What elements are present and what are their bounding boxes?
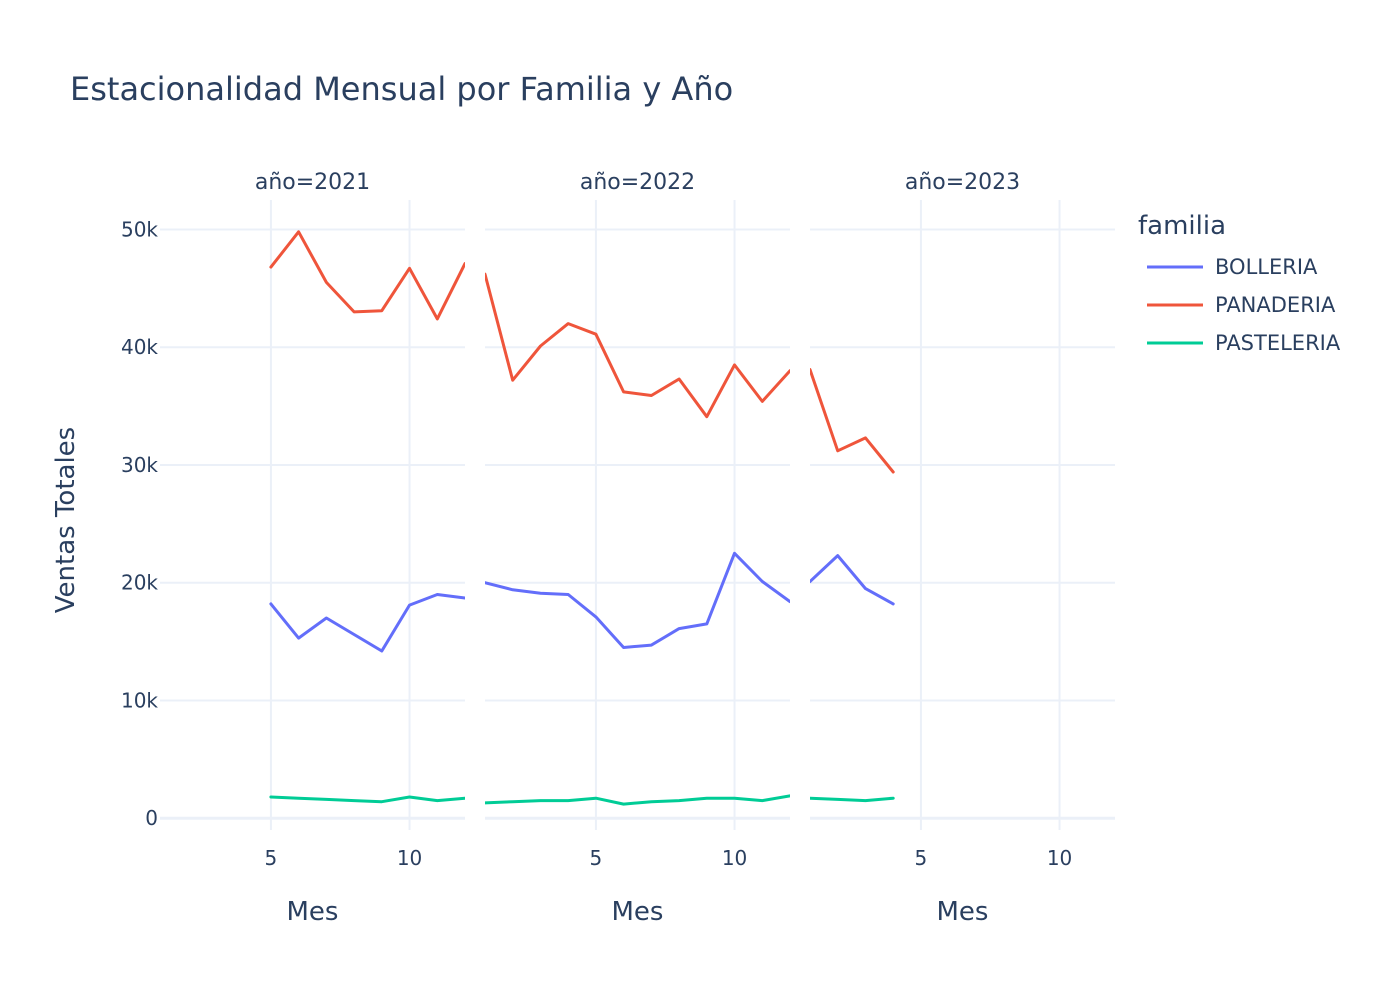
series-line-bolleria <box>485 551 790 649</box>
y-tick-label: 20k <box>121 571 158 595</box>
series-line-pasteleria <box>485 794 790 806</box>
y-tick-label: 40k <box>121 335 158 359</box>
facet-title: año=2023 <box>905 170 1020 195</box>
x-tick-label: 5 <box>590 846 603 870</box>
facet-title: año=2022 <box>580 170 695 195</box>
x-tick-label: 10 <box>722 846 747 870</box>
legend-title: familia <box>1138 211 1226 241</box>
y-tick-label: 30k <box>121 453 158 477</box>
legend-item-panaderia[interactable]: PANADERIA <box>1147 293 1336 317</box>
facets-layer: año=2021 5 10 Mes año=2022 5 10 Mes año=2023 5 10 M… <box>121 170 1115 927</box>
legend-item-pasteleria[interactable]: PASTELERIA <box>1147 331 1341 355</box>
facet-panel-1: año=2021 5 10 Mes <box>160 170 465 927</box>
x-tick-label: 5 <box>915 846 928 870</box>
facet-panel-3: año=2023 5 10 Mes <box>810 170 1115 927</box>
y-tick-label: 10k <box>121 688 158 712</box>
legend-label: PANADERIA <box>1215 293 1336 317</box>
y-axis-title: Ventas Totales <box>51 427 81 613</box>
legend-item-bolleria[interactable]: BOLLERIA <box>1147 255 1318 279</box>
x-tick-label: 5 <box>265 846 278 870</box>
series-line-bolleria <box>269 593 465 653</box>
facet-title: año=2021 <box>255 170 370 195</box>
legend-label: BOLLERIA <box>1215 255 1318 279</box>
x-axis-title: Mes <box>937 897 989 927</box>
y-tick-label: 50k <box>121 217 158 241</box>
facet-panel-2: año=2022 5 10 Mes <box>485 170 790 927</box>
series-line-panaderia <box>485 272 790 419</box>
y-tick-label: 0 <box>145 806 158 830</box>
legend-label: PASTELERIA <box>1215 331 1341 355</box>
series-line-panaderia <box>269 230 465 321</box>
x-axis-title: Mes <box>287 897 339 927</box>
series-line-pasteleria <box>810 796 895 803</box>
chart-title: Estacionalidad Mensual por Familia y Año <box>70 70 733 108</box>
x-tick-label: 10 <box>397 846 422 870</box>
series-line-pasteleria <box>269 795 465 804</box>
series-line-bolleria <box>810 554 895 606</box>
series-line-panaderia <box>810 368 895 474</box>
x-axis-title: Mes <box>612 897 664 927</box>
x-tick-label: 10 <box>1047 846 1072 870</box>
legend[interactable]: familia BOLLERIA PANADERIA PASTELERIA <box>1138 211 1341 355</box>
